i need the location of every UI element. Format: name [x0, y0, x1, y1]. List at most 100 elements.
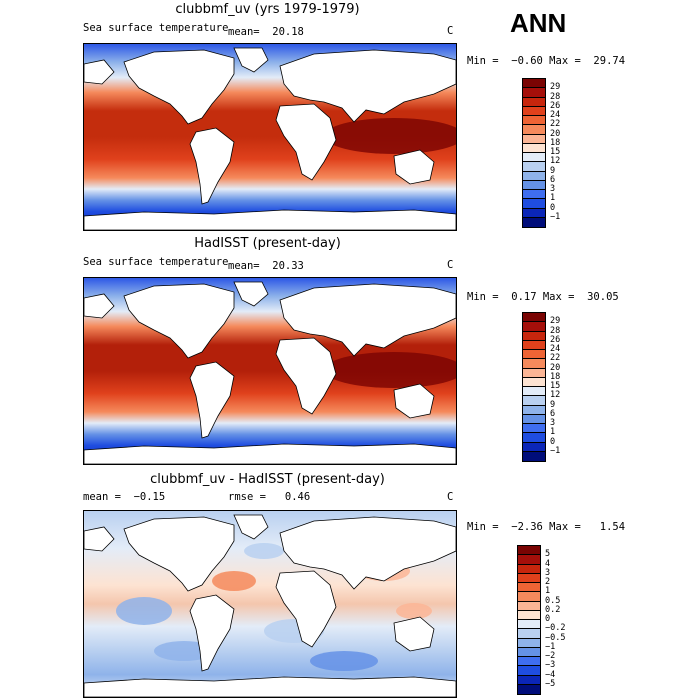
colorbar-tick-label: 5 — [545, 549, 551, 560]
panel-3-map — [83, 510, 457, 698]
panel-3-stat: rmse = 0.46 — [228, 491, 311, 503]
colorbar-segment — [518, 629, 540, 639]
colorbar-segment — [523, 387, 545, 397]
colorbar-tick-label: −1 — [545, 641, 556, 652]
land-mass — [84, 59, 115, 85]
panel-1-title: clubbmf_uv (yrs 1979-1979) — [175, 2, 360, 17]
colorbar-tick-label: −1 — [550, 211, 561, 222]
colorbar-segment — [523, 414, 545, 424]
land-mass — [275, 570, 337, 648]
colorbar-tick-label: 29 — [550, 82, 561, 93]
colorbar-tick-label: 0 — [550, 202, 556, 213]
land-mass — [275, 103, 337, 181]
colorbar-tick-label: 1 — [545, 586, 551, 597]
colorbar-tick-label: −0.5 — [545, 632, 566, 643]
colorbar-tick-label: −5 — [545, 678, 556, 689]
colorbar-segment — [518, 620, 540, 630]
colorbar-segment — [523, 442, 545, 452]
land-mass — [123, 283, 235, 359]
panel-2-map — [83, 277, 457, 465]
colorbar-segment — [518, 546, 540, 556]
colorbar-tick-label: 3 — [550, 184, 556, 194]
colorbar-tick-label: 0.5 — [545, 595, 561, 606]
colorbar-segment — [518, 675, 540, 685]
land-mass — [189, 127, 235, 205]
panel-1-map — [83, 43, 457, 231]
land-mass — [84, 676, 456, 697]
colorbar-tick-label: 9 — [550, 399, 556, 410]
panel-1-stat: mean= 20.18 — [228, 26, 304, 38]
colorbar-segment — [523, 162, 545, 172]
colorbar-segment — [518, 573, 540, 583]
land-mass — [123, 49, 235, 125]
panel-3-minmax: Min = −2.36 Max = 1.54 — [467, 521, 626, 533]
colorbar-tick-label: 4 — [545, 558, 551, 569]
colorbar-tick-label: 3 — [545, 567, 551, 578]
land-mass — [233, 281, 269, 307]
panel-1-units: C — [447, 25, 454, 37]
colorbar-segment — [523, 143, 545, 153]
colorbar-tick-label: 2 — [545, 577, 551, 587]
panel-3-left-label: mean = −0.15 — [83, 491, 166, 503]
colorbar-segment — [523, 424, 545, 434]
colorbar-segment — [523, 106, 545, 116]
colorbar-tick-label: 6 — [550, 408, 556, 419]
colorbar-tick-label: −1 — [550, 445, 561, 456]
colorbar-tick-label: 0 — [550, 436, 556, 447]
colorbar-tick-label: −0.2 — [545, 623, 566, 634]
anomaly-patch — [116, 597, 172, 625]
colorbar-tick-label: 15 — [550, 147, 561, 157]
warm-pool — [324, 118, 456, 154]
land-mass — [393, 616, 435, 652]
colorbar-tick-label: 20 — [550, 362, 561, 373]
colorbar-segment — [523, 88, 545, 98]
colorbar-segment — [523, 199, 545, 209]
colorbar-segment — [518, 592, 540, 602]
panel-2-left-label: Sea surface temperature — [83, 256, 229, 268]
land-mass — [279, 283, 456, 357]
panel-3-units: C — [447, 491, 454, 503]
colorbar-segment — [523, 180, 545, 190]
colorbar-tick-label: 15 — [550, 381, 561, 391]
colorbar-segment — [518, 684, 540, 694]
colorbar-segment — [523, 396, 545, 406]
land-mass — [84, 293, 115, 319]
colorbar-tick-label: 0.2 — [545, 604, 561, 615]
colorbar-tick-label: 9 — [550, 165, 556, 176]
colorbar-segment — [523, 97, 545, 107]
anomaly-patch — [212, 571, 256, 591]
season-label: ANN — [510, 8, 567, 38]
colorbar-tick-label: 18 — [550, 137, 561, 148]
land-mass — [189, 594, 235, 672]
colorbar-tick-label: 28 — [550, 325, 561, 336]
panel-2-title: HadISST (present-day) — [194, 236, 341, 251]
colorbar-segment — [518, 601, 540, 611]
land-mass — [393, 149, 435, 185]
colorbar-segment — [523, 405, 545, 415]
colorbar-segment — [523, 368, 545, 378]
panel-1-left-label: Sea surface temperature — [83, 22, 229, 34]
panel-1-minmax: Min = −0.60 Max = 29.74 — [467, 55, 626, 67]
colorbar-segment — [518, 564, 540, 574]
colorbar-tick-label: 12 — [550, 156, 561, 167]
colorbar-tick-label: 22 — [550, 353, 561, 364]
colorbar-segment — [523, 153, 545, 163]
panel-3-colorbar — [517, 545, 541, 695]
land-mass — [275, 337, 337, 415]
colorbar-segment — [523, 350, 545, 360]
colorbar-segment — [523, 116, 545, 126]
warm-pool — [324, 352, 456, 388]
colorbar-segment — [518, 666, 540, 676]
colorbar-segment — [518, 647, 540, 657]
land-mass — [84, 443, 456, 464]
colorbar-segment — [518, 583, 540, 593]
colorbar-segment — [523, 451, 545, 461]
land-mass — [84, 209, 456, 230]
colorbar-tick-label: 24 — [550, 110, 561, 120]
colorbar-segment — [523, 79, 545, 89]
colorbar-tick-label: 1 — [550, 427, 556, 438]
colorbar-segment — [523, 377, 545, 387]
colorbar-segment — [523, 433, 545, 443]
land-mass — [279, 49, 456, 123]
colorbar-segment — [523, 331, 545, 341]
